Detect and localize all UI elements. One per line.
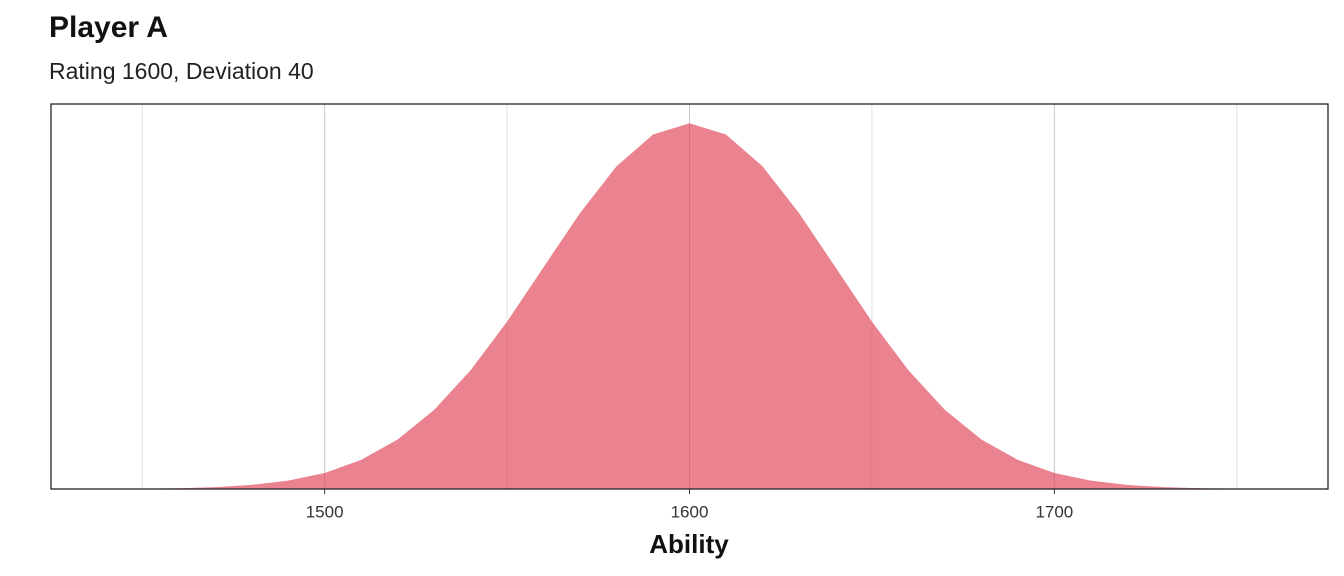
x-tick-label: 1600 — [671, 502, 709, 521]
chart-subtitle: Rating 1600, Deviation 40 — [49, 58, 314, 84]
density-area — [105, 123, 1274, 489]
x-tick-label: 1700 — [1035, 502, 1073, 521]
x-axis-label: Ability — [649, 529, 729, 559]
x-tick-label: 1500 — [306, 502, 344, 521]
chart-title: Player A — [49, 11, 168, 44]
